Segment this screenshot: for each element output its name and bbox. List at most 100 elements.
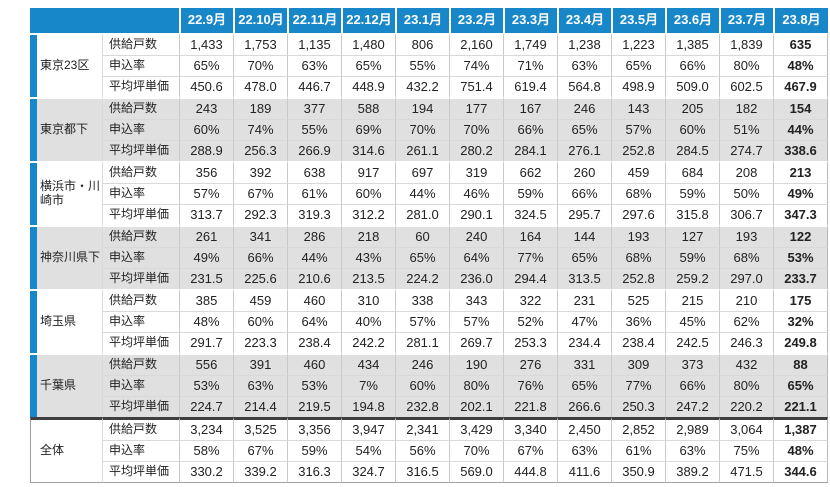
metric-label: 申込率 bbox=[102, 375, 179, 396]
data-cell: 143 bbox=[611, 97, 665, 119]
data-cell: 49% bbox=[773, 183, 828, 204]
data-cell: 635 bbox=[773, 33, 828, 55]
data-cell: 190 bbox=[449, 353, 503, 375]
data-cell: 53% bbox=[179, 375, 233, 396]
data-cell: 59% bbox=[665, 183, 719, 204]
region-label: 千葉県 bbox=[37, 353, 102, 417]
data-cell: 63% bbox=[665, 440, 719, 461]
table-row: 平均坪単価 231.5 225.6 210.6 213.5 224.2 236.0 294.4… bbox=[30, 268, 828, 289]
metric-label: 申込率 bbox=[102, 183, 179, 204]
data-cell: 322 bbox=[503, 289, 557, 311]
data-cell: 338.6 bbox=[773, 140, 828, 161]
data-cell: 662 bbox=[503, 161, 557, 183]
data-cell: 2,450 bbox=[557, 417, 611, 440]
data-cell: 177 bbox=[449, 97, 503, 119]
data-cell: 69% bbox=[341, 119, 395, 140]
data-cell: 67% bbox=[233, 183, 287, 204]
data-cell: 467.9 bbox=[773, 76, 828, 97]
data-cell: 144 bbox=[557, 225, 611, 247]
region-label: 東京都下 bbox=[37, 97, 102, 161]
region-group: 全体 供給戸数 3,234 3,525 3,356 3,947 2,341 3,429 3,34… bbox=[30, 417, 828, 483]
data-cell: 218 bbox=[341, 225, 395, 247]
data-cell: 67% bbox=[233, 440, 287, 461]
data-cell: 32% bbox=[773, 311, 828, 332]
data-cell: 3,356 bbox=[287, 417, 341, 440]
data-cell: 434 bbox=[341, 353, 395, 375]
data-cell: 316.5 bbox=[395, 461, 449, 483]
data-cell: 471.5 bbox=[719, 461, 773, 483]
data-cell: 2,989 bbox=[665, 417, 719, 440]
table-row: 千葉県 供給戸数 556 391 460 434 246 190 276 331 309 373 432… bbox=[30, 353, 828, 417]
data-cell: 43% bbox=[341, 247, 395, 268]
month-header: 23.2月 bbox=[449, 8, 503, 33]
table-row: 全体 供給戸数 3,234 3,525 3,356 3,947 2,341 3,429 3,34… bbox=[30, 417, 828, 483]
region-group: 千葉県 供給戸数 556 391 460 434 246 190 276 331 309 373 432… bbox=[30, 353, 828, 417]
data-cell: 66% bbox=[557, 183, 611, 204]
data-cell: 236.0 bbox=[449, 268, 503, 289]
data-cell: 292.3 bbox=[233, 204, 287, 225]
data-cell: 50% bbox=[719, 183, 773, 204]
data-cell: 80% bbox=[719, 55, 773, 76]
data-cell: 246 bbox=[557, 97, 611, 119]
table-row: 平均坪単価 291.7 223.3 238.4 242.2 281.1 269.7 253.3… bbox=[30, 332, 828, 353]
data-cell: 193 bbox=[611, 225, 665, 247]
data-cell: 48% bbox=[773, 440, 828, 461]
data-cell: 253.3 bbox=[503, 332, 557, 353]
data-cell: 65% bbox=[395, 247, 449, 268]
data-cell: 389.2 bbox=[665, 461, 719, 483]
metric-label: 平均坪単価 bbox=[102, 204, 179, 225]
data-cell: 297.6 bbox=[611, 204, 665, 225]
data-cell: 223.3 bbox=[233, 332, 287, 353]
data-cell: 68% bbox=[611, 183, 665, 204]
region-group: 神奈川県下 供給戸数 261 341 286 218 60 240 164 144 193 127 19… bbox=[30, 225, 828, 289]
data-cell: 306.7 bbox=[719, 204, 773, 225]
month-header: 23.1月 bbox=[395, 8, 449, 33]
metric-label: 平均坪単価 bbox=[102, 396, 179, 417]
data-cell: 57% bbox=[395, 311, 449, 332]
data-cell: 231.5 bbox=[179, 268, 233, 289]
data-cell: 3,947 bbox=[341, 417, 395, 440]
data-cell: 224.2 bbox=[395, 268, 449, 289]
data-cell: 314.6 bbox=[341, 140, 395, 161]
data-cell: 70% bbox=[449, 119, 503, 140]
table-row: 申込率 48% 60% 64% 40% 57% 57% 52% 47% 36% 45% 62% 32% bbox=[30, 311, 828, 332]
data-cell: 44% bbox=[287, 247, 341, 268]
data-cell: 80% bbox=[719, 375, 773, 396]
data-cell: 65% bbox=[773, 375, 828, 396]
metric-label: 申込率 bbox=[102, 311, 179, 332]
data-cell: 167 bbox=[503, 97, 557, 119]
data-cell: 68% bbox=[719, 247, 773, 268]
data-cell: 3,340 bbox=[503, 417, 557, 440]
data-cell: 64% bbox=[287, 311, 341, 332]
data-cell: 331 bbox=[557, 353, 611, 375]
data-cell: 588 bbox=[341, 97, 395, 119]
data-cell: 46% bbox=[449, 183, 503, 204]
data-cell: 71% bbox=[503, 55, 557, 76]
data-cell: 1,480 bbox=[341, 33, 395, 55]
left-accent-bar bbox=[30, 97, 37, 161]
data-cell: 202.1 bbox=[449, 396, 503, 417]
data-cell: 313.7 bbox=[179, 204, 233, 225]
data-cell: 274.7 bbox=[719, 140, 773, 161]
data-cell: 59% bbox=[287, 440, 341, 461]
data-cell: 238.4 bbox=[611, 332, 665, 353]
data-cell: 432.2 bbox=[395, 76, 449, 97]
data-cell: 243 bbox=[179, 97, 233, 119]
data-cell: 602.5 bbox=[719, 76, 773, 97]
data-cell: 53% bbox=[287, 375, 341, 396]
data-cell: 288.9 bbox=[179, 140, 233, 161]
data-cell: 221.1 bbox=[773, 396, 828, 417]
metric-label: 供給戸数 bbox=[102, 33, 179, 55]
table-row: 申込率 65% 70% 63% 65% 55% 74% 71% 63% 65% 66% 80% 48% bbox=[30, 55, 828, 76]
data-cell: 446.7 bbox=[287, 76, 341, 97]
metric-label: 供給戸数 bbox=[102, 161, 179, 183]
left-accent-bar bbox=[30, 289, 37, 353]
data-cell: 324.5 bbox=[503, 204, 557, 225]
data-cell: 57% bbox=[449, 311, 503, 332]
data-cell: 127 bbox=[665, 225, 719, 247]
data-cell: 697 bbox=[395, 161, 449, 183]
data-cell: 312.2 bbox=[341, 204, 395, 225]
data-cell: 1,387 bbox=[773, 417, 828, 440]
data-cell: 122 bbox=[773, 225, 828, 247]
region-label: 全体 bbox=[37, 417, 102, 483]
